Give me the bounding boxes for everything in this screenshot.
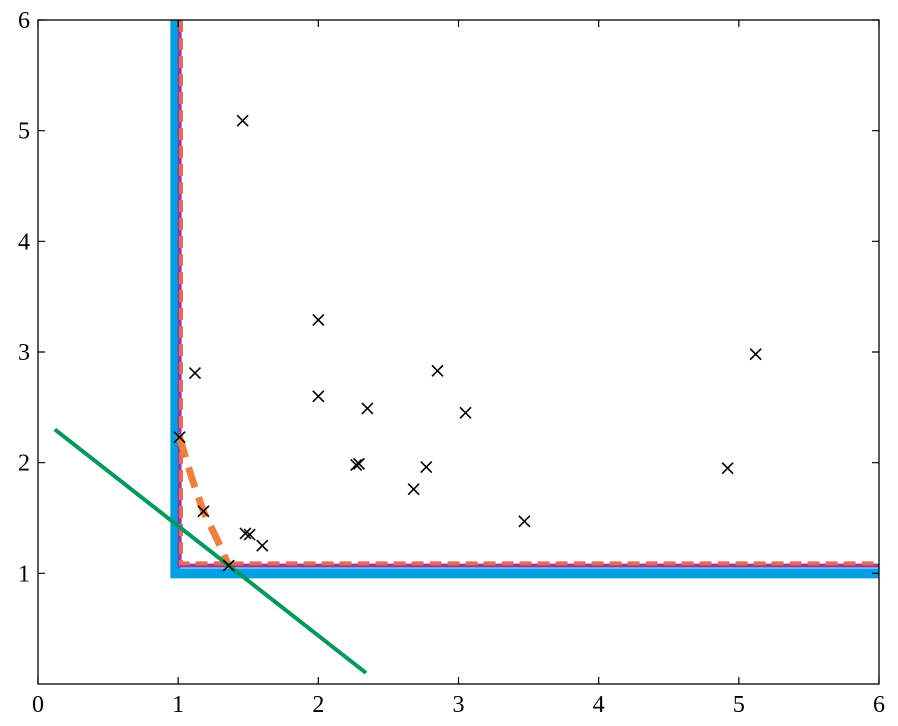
scatter-point bbox=[222, 559, 235, 572]
scatter-point bbox=[312, 313, 325, 326]
x-tick-label: 6 bbox=[873, 692, 885, 718]
scatter-point bbox=[173, 431, 186, 444]
scatter-point bbox=[243, 528, 256, 541]
y-tick-label: 5 bbox=[18, 119, 30, 145]
scatter-point bbox=[407, 483, 420, 496]
x-tick-label: 0 bbox=[32, 692, 44, 718]
plot-area bbox=[53, 20, 879, 675]
x-tick-label: 3 bbox=[453, 692, 465, 718]
y-tick-label: 6 bbox=[18, 8, 30, 34]
line bbox=[53, 427, 368, 675]
y-tick-label: 1 bbox=[18, 561, 30, 587]
scatter-point bbox=[431, 364, 444, 377]
scatter-point bbox=[721, 462, 734, 475]
y-tick-label: 2 bbox=[18, 451, 30, 477]
scatter-point bbox=[256, 539, 269, 552]
scatter-point bbox=[188, 366, 202, 380]
scatter-point bbox=[350, 458, 363, 471]
scatter-point bbox=[459, 406, 472, 419]
x-tick-label: 2 bbox=[312, 692, 324, 718]
scatter-point bbox=[518, 515, 531, 528]
scatter-point bbox=[420, 461, 433, 474]
x-tick-label: 4 bbox=[593, 692, 605, 718]
x-tick-label: 1 bbox=[172, 692, 184, 718]
y-tick-label: 3 bbox=[18, 340, 30, 366]
y-tick-label: 4 bbox=[18, 229, 30, 255]
line bbox=[177, 20, 879, 568]
line bbox=[170, 20, 879, 579]
x-tick-label: 5 bbox=[733, 692, 745, 718]
scatter-point bbox=[352, 457, 366, 470]
scatter-point bbox=[236, 114, 249, 127]
scatter-point bbox=[749, 348, 762, 361]
scatter-point bbox=[239, 527, 252, 540]
scatter-point bbox=[312, 390, 325, 403]
scatter-point bbox=[361, 402, 374, 415]
line bbox=[178, 20, 879, 566]
scatter-point bbox=[197, 505, 210, 518]
